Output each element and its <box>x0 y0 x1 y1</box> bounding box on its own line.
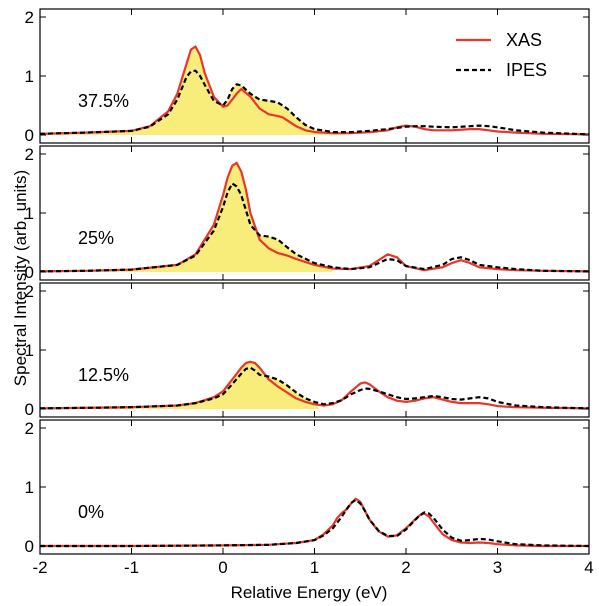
panel-1: 0 1 2 25% <box>25 145 590 282</box>
shaded-area <box>40 46 347 135</box>
y-tick-label: 2 <box>25 8 34 27</box>
x-tick-label: 2 <box>401 558 410 577</box>
x-tick-label: 4 <box>584 558 593 577</box>
shaded-area <box>40 361 320 409</box>
panel-doping-label: 12.5% <box>78 365 129 385</box>
x-tick-label: 1 <box>310 558 319 577</box>
panel-frame <box>39 419 590 555</box>
panels-layer: 0 1 2 37.5% 0 1 2 25% 0 1 2 12.5% 0 1 2 0% -2 -1 0 1 2 3 4 <box>25 8 594 577</box>
y-tick-label: 0 <box>25 263 34 282</box>
y-tick-label: 1 <box>25 204 34 223</box>
x-tick-label: -1 <box>124 558 139 577</box>
y-tick-label: 2 <box>25 282 34 301</box>
y-tick-label: 2 <box>25 419 34 438</box>
ipes-line <box>40 366 589 410</box>
x-tick-label: 3 <box>493 558 502 577</box>
ipes-line <box>40 182 589 273</box>
y-tick-label: 1 <box>25 67 34 86</box>
y-tick-label: 1 <box>25 341 34 360</box>
panel-3: 0 1 2 0% <box>25 419 590 556</box>
y-tick-label: 0 <box>25 537 34 556</box>
y-axis-label: Spectral Intensity (arb. units) <box>11 170 30 386</box>
x-axis-label: Relative Energy (eV) <box>231 583 388 602</box>
panel-frame <box>39 145 590 281</box>
xas-line <box>40 360 589 410</box>
legend-ipes-label: IPES <box>506 60 547 80</box>
x-tick-label: -2 <box>32 558 47 577</box>
y-tick-label: 2 <box>25 145 34 164</box>
y-tick-label: 0 <box>25 400 34 419</box>
shaded-area <box>40 162 333 272</box>
panel-doping-label: 37.5% <box>78 91 129 111</box>
panel-2: 0 1 2 12.5% <box>25 282 590 419</box>
ipes-line <box>40 498 589 548</box>
panel-doping-label: 0% <box>78 502 104 522</box>
panel-frame <box>39 282 590 418</box>
xas-line <box>40 45 589 136</box>
panel-0: 0 1 2 37.5% <box>25 8 590 145</box>
panel-doping-label: 25% <box>78 228 114 248</box>
y-tick-label: 1 <box>25 478 34 497</box>
legend-xas-label: XAS <box>506 30 542 50</box>
y-tick-label: 0 <box>25 126 34 145</box>
xas-line <box>40 161 589 273</box>
x-tick-label: 0 <box>218 558 227 577</box>
legend: XAS IPES <box>456 30 547 80</box>
